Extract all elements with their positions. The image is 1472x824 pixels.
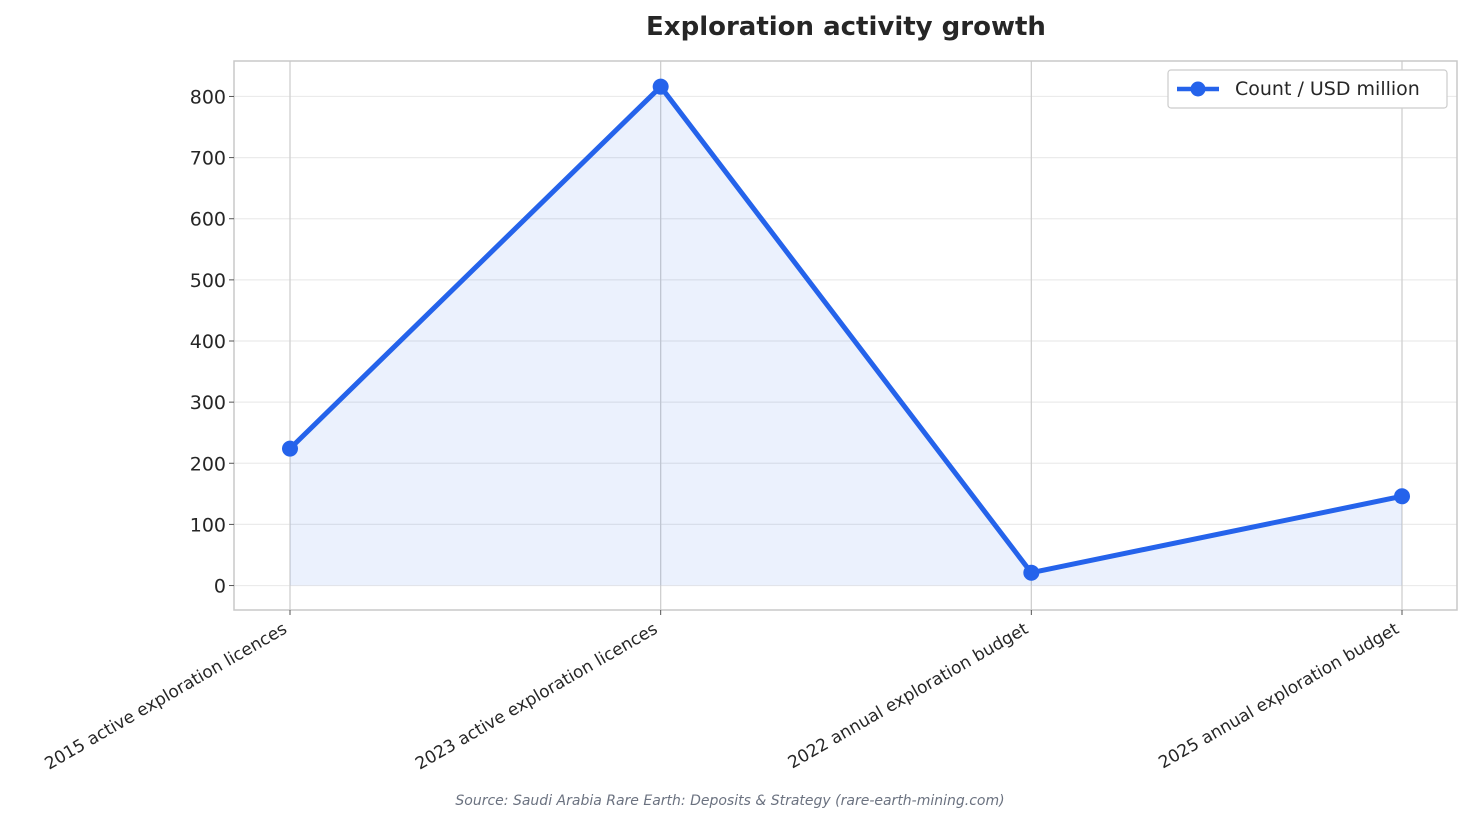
x-tick-label: 2022 annual exploration budget: [785, 619, 1032, 773]
plot-frame: [233, 60, 1458, 611]
legend-marker-swatch: [1190, 81, 1206, 97]
y-tick-label: 700: [190, 148, 226, 170]
y-tick-label: 300: [190, 392, 226, 414]
source-note: Source: Saudi Arabia Rare Earth: Deposit…: [455, 793, 1004, 809]
legend-label: Count / USD million: [1235, 78, 1420, 100]
data-point: [1394, 488, 1410, 505]
plot-area: [282, 78, 1410, 586]
chart-title: Exploration activity growth: [646, 12, 1046, 42]
data-point: [282, 440, 298, 457]
series-line: [287, 84, 1405, 576]
x-tick-label: 2023 active exploration licences: [412, 619, 661, 774]
y-tick-label: 100: [190, 514, 226, 536]
y-tick-label: 200: [190, 453, 226, 475]
legend-box: [1167, 69, 1448, 109]
data-point: [652, 78, 669, 95]
data-point: [1023, 564, 1040, 581]
x-tick-label: 2015 active exploration licences: [42, 619, 291, 774]
x-tick-label: 2025 annual exploration budget: [1155, 619, 1402, 773]
y-tick-label: 500: [190, 270, 226, 292]
legend: Count / USD million: [1167, 69, 1448, 109]
y-tick-label: 0: [214, 576, 226, 598]
y-tick-label: 600: [190, 209, 226, 231]
y-tick-label: 800: [190, 86, 226, 108]
grid: [234, 61, 1457, 610]
y-tick-label: 400: [190, 331, 226, 353]
series-area-fill: [290, 86, 1402, 586]
